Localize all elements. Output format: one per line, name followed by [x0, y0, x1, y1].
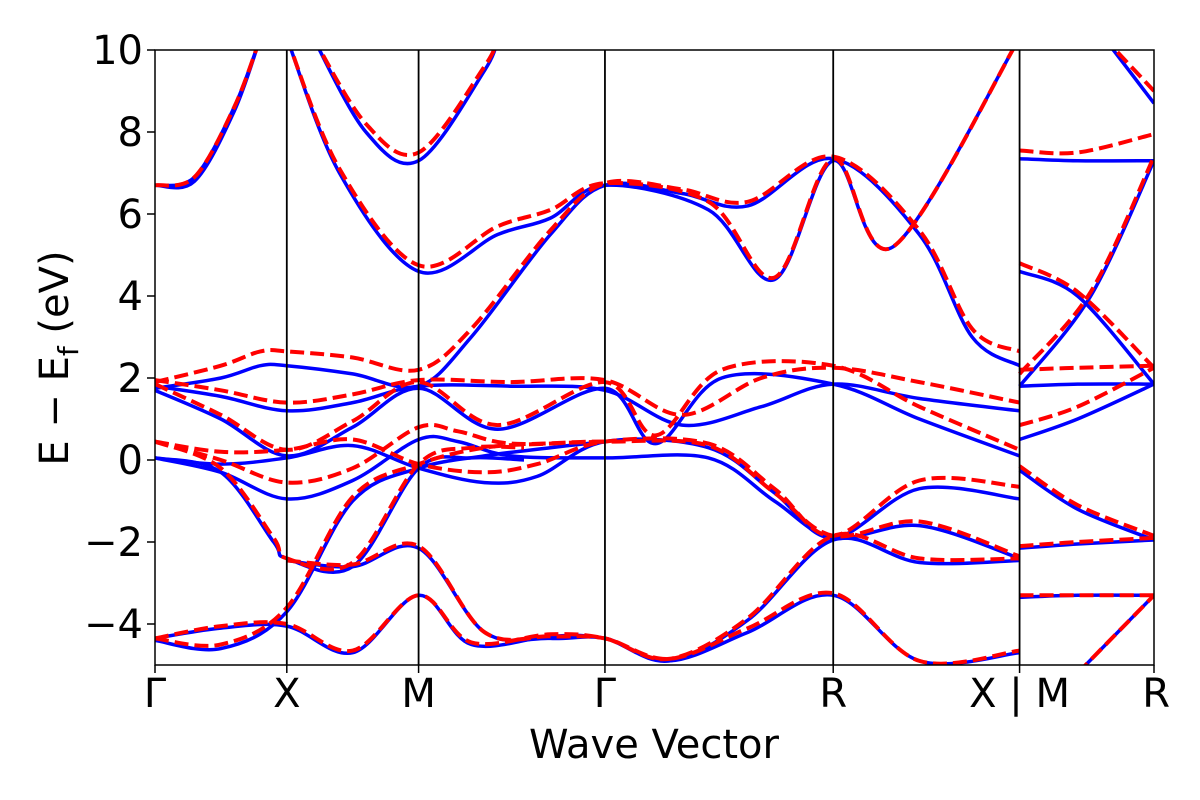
dashed-band-20 [1082, 593, 1154, 665]
solid-band-22 [1111, 50, 1154, 105]
y-axis-title-main: E − E [32, 356, 78, 466]
solid-band-17 [1018, 468, 1154, 542]
dashed-band-6 [155, 154, 1021, 385]
solid-band-8 [289, 50, 1015, 282]
solid-band-9 [317, 50, 497, 166]
y-tick-label-0: 10 [92, 28, 143, 74]
kpoint-label-6: R [1142, 671, 1170, 717]
y-tick-label-7: −4 [84, 602, 143, 648]
x-axis-title: Wave Vector [529, 722, 780, 768]
dashed-band-5 [155, 439, 525, 572]
kpoint-label-4: R [819, 671, 847, 717]
kpoint-label-5: X | M [969, 671, 1070, 717]
dashed-band-9 [286, 541, 1020, 665]
solid-band-16 [1019, 382, 1154, 442]
solid-band-14 [1018, 269, 1154, 386]
dashed-band-15 [1019, 366, 1154, 428]
solid-band-13 [1019, 156, 1154, 163]
plot-frame [154, 49, 1155, 666]
dashed-band-16 [1018, 464, 1154, 538]
solid-band-12 [155, 439, 606, 652]
dashed-band-14 [1019, 363, 1154, 372]
solid-band-15 [1019, 382, 1154, 388]
bands-layer [155, 50, 1154, 665]
y-axis: 10 8 6 4 2 0 −2 −4 [84, 28, 155, 648]
y-axis-title-sub: f [52, 345, 85, 356]
y-axis-title: E − Ef (eV) [32, 250, 85, 465]
kpoint-label-2: M [401, 671, 436, 717]
y-axis-title-unit: (eV) [32, 250, 78, 346]
dashed-band-13 [1018, 261, 1154, 370]
dashed-band-21 [1112, 50, 1154, 93]
y-tick-label-2: 6 [118, 192, 143, 238]
y-tick-label-4: 2 [118, 356, 143, 402]
dashed-band-0 [155, 50, 259, 188]
dashed-band-19 [1018, 155, 1154, 376]
y-tick-label-1: 8 [118, 110, 143, 156]
solid-band-1 [155, 50, 259, 190]
solid-band-7 [155, 156, 1021, 391]
kpoint-label-1: X [273, 671, 300, 717]
solid-band-10 [286, 543, 1020, 665]
solid-band-18 [1019, 538, 1154, 550]
y-tick-label-5: 0 [118, 438, 143, 484]
dashed-band-12 [1019, 132, 1154, 156]
dashed-band-10 [155, 531, 1020, 662]
dashed-band-4 [155, 436, 1020, 538]
y-tick-label-3: 4 [118, 274, 143, 320]
dashed-band-17 [1019, 535, 1154, 549]
solid-band-6 [155, 455, 525, 574]
dashed-band-11 [155, 439, 605, 648]
kpoint-label-0: Γ [144, 671, 167, 717]
y-tick-label-6: −2 [84, 520, 143, 566]
kpoint-label-3: Γ [594, 671, 617, 717]
dashed-band-7 [289, 50, 1015, 280]
high-symmetry-lines [285, 50, 1021, 665]
x-axis: Γ X M Γ R X | M R [144, 665, 1170, 717]
